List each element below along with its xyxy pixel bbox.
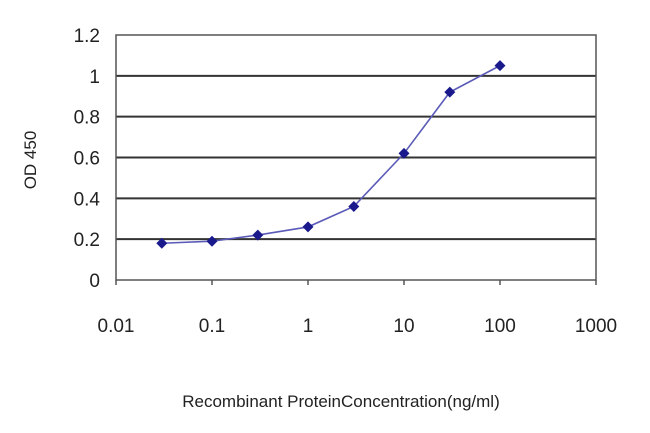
- x-tick-labels: 0.01 0.1 1 10 100 1000: [98, 280, 617, 337]
- x-tick-label: 1: [303, 316, 314, 337]
- y-tick-label: 0.8: [74, 108, 100, 129]
- x-tick-label: 0.1: [199, 316, 225, 337]
- data-point: [252, 229, 264, 241]
- data-point: [302, 221, 314, 233]
- y-tick-labels: 0 0.2 0.4 0.6 0.8 1 1.2: [74, 26, 101, 292]
- data-point: [206, 235, 218, 247]
- series-line: [161, 64, 501, 245]
- data-point: [444, 86, 456, 98]
- gridlines: [116, 74, 596, 241]
- x-tick-label: 1000: [575, 316, 617, 337]
- y-tick-label: 0: [89, 271, 100, 292]
- y-tick-label: 1.2: [74, 26, 100, 47]
- series-group: [156, 60, 506, 249]
- y-tick-label: 0.6: [74, 149, 100, 170]
- y-tick-label: 1: [89, 67, 100, 88]
- y-tick-label: 0.4: [74, 189, 101, 210]
- data-point: [348, 201, 360, 212]
- x-tick-label: 0.01: [98, 316, 135, 337]
- x-tick-label: 10: [393, 316, 414, 337]
- y-tick-label: 0.2: [74, 230, 100, 251]
- data-point: [398, 147, 410, 159]
- data-point: [156, 237, 168, 249]
- data-point: [494, 60, 506, 72]
- y-axis-label: OD 450: [21, 131, 40, 190]
- plot-area-border: [115, 34, 597, 281]
- x-axis-label: Recombinant ProteinConcentration(ng/ml): [182, 392, 500, 411]
- x-tick-label: 100: [484, 316, 516, 337]
